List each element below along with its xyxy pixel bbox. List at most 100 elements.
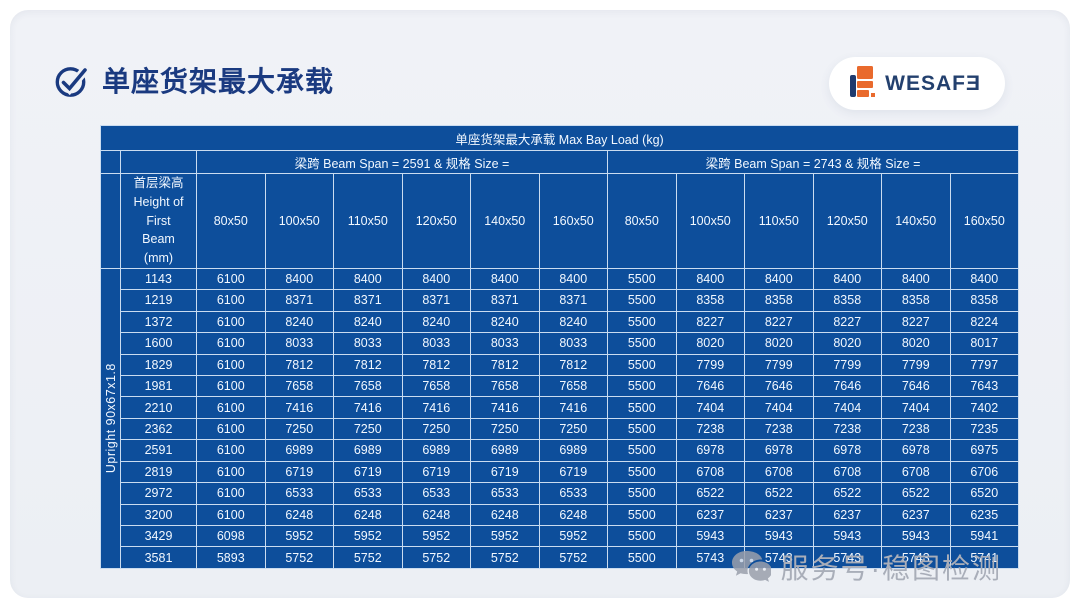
load-cell: 8033 bbox=[538, 332, 608, 355]
load-cell: 7250 bbox=[470, 417, 540, 441]
table-row: 2591 6100 6989 6989 6989 6989 6989 5500 6978 6978… bbox=[101, 439, 1020, 462]
table-row: 2972 6100 6533 6533 6533 6533 6533 5500 6522 6522… bbox=[101, 482, 1020, 505]
load-cell: 7658 bbox=[333, 374, 403, 398]
load-cell: 7416 bbox=[333, 396, 403, 419]
load-cell: 8240 bbox=[538, 310, 608, 334]
load-cell: 6989 bbox=[264, 439, 334, 462]
size-column-header: 120x50 bbox=[401, 173, 471, 269]
load-cell: 6522 bbox=[881, 482, 951, 505]
load-cell: 6100 bbox=[196, 396, 266, 419]
load-cell: 6248 bbox=[401, 503, 471, 527]
load-cell: 7799 bbox=[675, 353, 745, 376]
load-cell: 7797 bbox=[949, 353, 1020, 376]
load-cell: 8017 bbox=[949, 332, 1020, 355]
load-cell: 8400 bbox=[812, 267, 882, 291]
size-column-header: 80x50 bbox=[196, 173, 266, 269]
load-cell: 6100 bbox=[196, 374, 266, 398]
load-cell: 5500 bbox=[607, 289, 677, 312]
load-cell: 8371 bbox=[333, 289, 403, 312]
load-cell: 7404 bbox=[812, 396, 882, 419]
height-cell: 2210 bbox=[120, 396, 197, 419]
load-cell: 5943 bbox=[812, 524, 882, 548]
load-cell: 6719 bbox=[333, 460, 403, 484]
load-cell: 8371 bbox=[538, 289, 608, 312]
slide-card: 单座货架最大承载 WESAFƎ 单座货架最大承载 Max Bay Load (k… bbox=[10, 10, 1070, 598]
load-cell: 8371 bbox=[401, 289, 471, 312]
table-body: Upright 90x67x1.8 1143 6100 8400 8400 8400 840… bbox=[100, 267, 1020, 569]
load-cell: 7812 bbox=[401, 353, 471, 376]
load-cell: 5500 bbox=[607, 267, 677, 291]
max-bay-load-table: 单座货架最大承载 Max Bay Load (kg) 梁跨 Beam Span … bbox=[99, 125, 1020, 569]
load-cell: 7646 bbox=[881, 374, 951, 398]
load-cell: 7238 bbox=[744, 417, 814, 441]
load-cell: 7646 bbox=[744, 374, 814, 398]
load-cell: 5500 bbox=[607, 503, 677, 527]
load-cell: 7812 bbox=[538, 353, 608, 376]
load-cell: 8358 bbox=[812, 289, 882, 312]
load-cell: 6975 bbox=[949, 439, 1020, 462]
table-row: 1219 6100 8371 8371 8371 8371 8371 5500 8358 8358… bbox=[101, 289, 1020, 312]
table-row: 2210 6100 7416 7416 7416 7416 7416 5500 7404 7404… bbox=[101, 396, 1020, 419]
load-cell: 7235 bbox=[949, 417, 1020, 441]
load-cell: 6248 bbox=[264, 503, 334, 527]
table-row: 3429 6098 5952 5952 5952 5952 5952 5500 5943 5943… bbox=[101, 524, 1020, 548]
load-cell: 6100 bbox=[196, 417, 266, 441]
load-cell: 7812 bbox=[264, 353, 334, 376]
load-cell: 7643 bbox=[949, 374, 1020, 398]
load-cell: 6533 bbox=[538, 482, 608, 505]
load-cell: 8020 bbox=[812, 332, 882, 355]
load-cell: 8227 bbox=[744, 310, 814, 334]
load-cell: 6989 bbox=[401, 439, 471, 462]
load-cell: 8400 bbox=[470, 267, 540, 291]
wechat-icon bbox=[731, 550, 771, 584]
load-cell: 5943 bbox=[744, 524, 814, 548]
load-cell: 7646 bbox=[675, 374, 745, 398]
load-cell: 6520 bbox=[949, 482, 1020, 505]
size-column-header: 120x50 bbox=[812, 173, 882, 269]
load-cell: 5500 bbox=[607, 310, 677, 334]
load-cell: 5941 bbox=[949, 524, 1020, 548]
table-row: 3200 6100 6248 6248 6248 6248 6248 5500 6237 6237… bbox=[101, 503, 1020, 527]
check-circle-icon bbox=[54, 61, 90, 99]
load-cell: 8033 bbox=[264, 332, 334, 355]
load-cell: 5500 bbox=[607, 374, 677, 398]
load-cell: 8227 bbox=[812, 310, 882, 334]
load-cell: 6100 bbox=[196, 332, 266, 355]
load-cell: 7238 bbox=[675, 417, 745, 441]
load-cell: 7416 bbox=[538, 396, 608, 419]
load-cell: 8227 bbox=[675, 310, 745, 334]
load-cell: 7250 bbox=[333, 417, 403, 441]
load-cell: 6100 bbox=[196, 267, 266, 291]
load-cell: 6719 bbox=[538, 460, 608, 484]
load-cell: 5500 bbox=[607, 417, 677, 441]
load-cell: 7658 bbox=[538, 374, 608, 398]
height-cell: 2819 bbox=[120, 460, 197, 484]
load-cell: 7799 bbox=[812, 353, 882, 376]
load-cell: 6708 bbox=[881, 460, 951, 484]
load-cell: 6100 bbox=[196, 439, 266, 462]
load-cell: 6719 bbox=[264, 460, 334, 484]
load-cell: 7416 bbox=[264, 396, 334, 419]
height-cell: 1219 bbox=[120, 289, 197, 312]
beam-span-header-2591: 梁跨 Beam Span = 2591 & 规格 Size = bbox=[196, 150, 608, 174]
load-cell: 5752 bbox=[538, 546, 608, 569]
load-cell: 8224 bbox=[949, 310, 1020, 334]
load-cell: 6098 bbox=[196, 524, 266, 548]
load-cell: 6100 bbox=[196, 310, 266, 334]
load-cell: 6719 bbox=[470, 460, 540, 484]
load-cell: 5952 bbox=[538, 524, 608, 548]
load-cell: 6235 bbox=[949, 503, 1020, 527]
corner-cell bbox=[100, 173, 121, 269]
load-cell: 8358 bbox=[881, 289, 951, 312]
size-header-row: 首层梁高 Height of First Beam (mm) 80x50 100x… bbox=[100, 173, 1020, 269]
load-cell: 6522 bbox=[812, 482, 882, 505]
table-title: 单座货架最大承载 Max Bay Load (kg) bbox=[99, 125, 1020, 151]
size-column-header: 160x50 bbox=[949, 173, 1020, 269]
load-cell: 7416 bbox=[470, 396, 540, 419]
load-cell: 8400 bbox=[949, 267, 1020, 291]
brand-logo-text: WESAFƎ bbox=[885, 71, 981, 95]
load-cell: 7416 bbox=[401, 396, 471, 419]
load-cell: 7402 bbox=[949, 396, 1020, 419]
load-cell: 5500 bbox=[607, 482, 677, 505]
load-cell: 8358 bbox=[949, 289, 1020, 312]
